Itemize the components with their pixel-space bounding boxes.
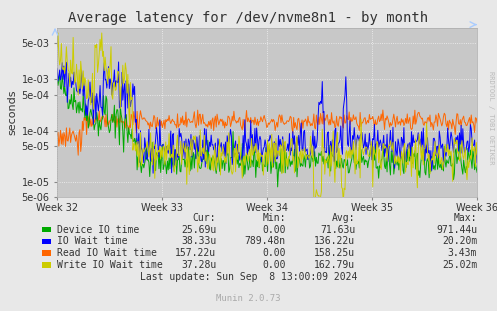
Text: Max:: Max: xyxy=(454,213,477,223)
Text: Average latency for /dev/nvme8n1 - by month: Average latency for /dev/nvme8n1 - by mo… xyxy=(69,11,428,25)
Y-axis label: seconds: seconds xyxy=(7,90,17,136)
Text: Read IO Wait time: Read IO Wait time xyxy=(57,248,157,258)
Text: 37.28u: 37.28u xyxy=(181,260,216,270)
Text: 0.00: 0.00 xyxy=(262,225,286,234)
Text: 20.20m: 20.20m xyxy=(442,236,477,246)
Text: Min:: Min: xyxy=(262,213,286,223)
Text: 38.33u: 38.33u xyxy=(181,236,216,246)
Text: 25.69u: 25.69u xyxy=(181,225,216,234)
Text: Avg:: Avg: xyxy=(332,213,355,223)
Text: 157.22u: 157.22u xyxy=(175,248,216,258)
Text: 71.63u: 71.63u xyxy=(320,225,355,234)
Text: Cur:: Cur: xyxy=(193,213,216,223)
Text: 3.43m: 3.43m xyxy=(448,248,477,258)
Text: 0.00: 0.00 xyxy=(262,248,286,258)
Text: RRDTOOL / TOBI OETIKER: RRDTOOL / TOBI OETIKER xyxy=(488,72,494,165)
Text: Last update: Sun Sep  8 13:00:09 2024: Last update: Sun Sep 8 13:00:09 2024 xyxy=(140,272,357,282)
Text: Device IO time: Device IO time xyxy=(57,225,139,234)
Text: IO Wait time: IO Wait time xyxy=(57,236,128,246)
Text: 162.79u: 162.79u xyxy=(314,260,355,270)
Text: 25.02m: 25.02m xyxy=(442,260,477,270)
Text: 136.22u: 136.22u xyxy=(314,236,355,246)
Text: Write IO Wait time: Write IO Wait time xyxy=(57,260,163,270)
Text: 0.00: 0.00 xyxy=(262,260,286,270)
Text: Munin 2.0.73: Munin 2.0.73 xyxy=(216,294,281,303)
Text: 971.44u: 971.44u xyxy=(436,225,477,234)
Text: 789.48n: 789.48n xyxy=(245,236,286,246)
Text: 158.25u: 158.25u xyxy=(314,248,355,258)
